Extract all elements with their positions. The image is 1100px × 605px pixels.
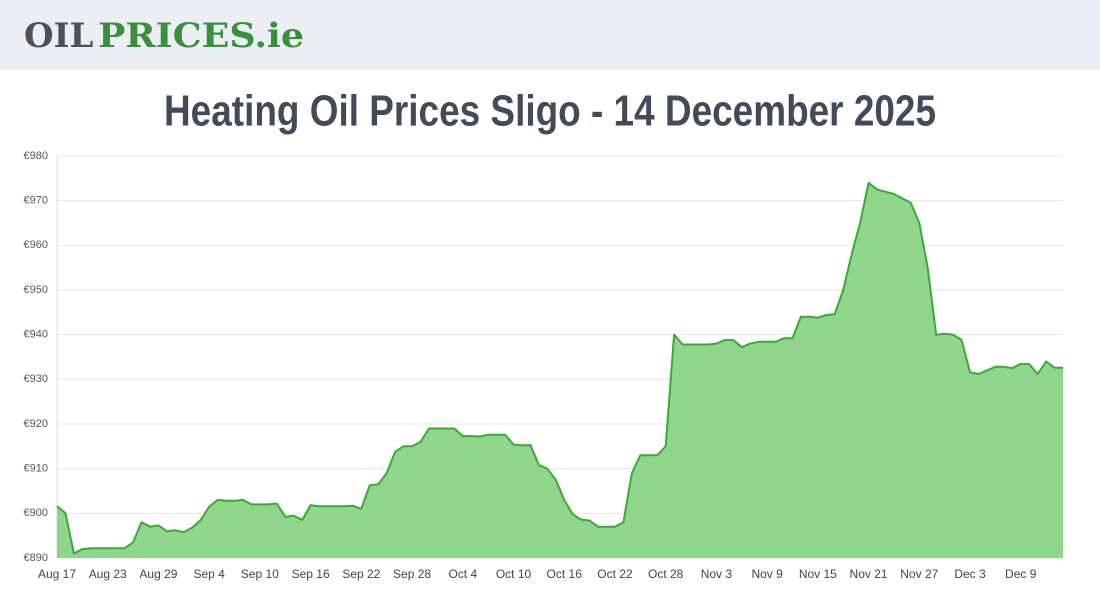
x-tick-label: Dec 3 [954, 567, 986, 581]
logo-part1[interactable]: OIL [24, 16, 94, 56]
x-tick-label: Oct 4 [448, 567, 477, 581]
x-tick-label: Sep 4 [193, 567, 225, 581]
x-tick-label: Aug 23 [89, 567, 127, 581]
y-tick-label: €900 [24, 507, 48, 519]
y-tick-label: €980 [24, 150, 48, 162]
x-tick-label: Dec 9 [1005, 567, 1037, 581]
x-tick-label: Nov 27 [900, 567, 938, 581]
y-tick-label: €950 [24, 284, 48, 296]
x-tick-label: Sep 22 [342, 567, 380, 581]
chart-title: Heating Oil Prices Sligo - 14 December 2… [164, 87, 936, 136]
x-tick-label: Oct 10 [496, 567, 532, 581]
y-tick-label: €970 [24, 195, 48, 207]
x-tick-label: Sep 16 [292, 567, 330, 581]
x-tick-label: Oct 22 [597, 567, 633, 581]
y-tick-label: €890 [24, 552, 48, 564]
y-tick-label: €940 [24, 329, 48, 341]
x-tick-label: Nov 21 [850, 567, 888, 581]
x-tick-label: Sep 10 [241, 567, 279, 581]
x-tick-label: Nov 9 [751, 567, 783, 581]
line [56, 181, 1063, 555]
y-tick-label: €960 [24, 239, 48, 251]
x-tick-label: Aug 17 [38, 567, 76, 581]
x-tick-label: Sep 28 [393, 567, 431, 581]
x-tick-label: Nov 3 [701, 567, 733, 581]
logo-part2[interactable]: PRICES.ie [98, 16, 304, 56]
x-tick-label: Oct 16 [547, 567, 583, 581]
x-tick-label: Oct 28 [648, 567, 684, 581]
y-tick-label: €920 [24, 418, 48, 430]
header [0, 0, 1100, 70]
y-tick-label: €930 [24, 373, 48, 385]
y-tick-label: €910 [24, 463, 48, 475]
x-tick-label: Nov 15 [799, 567, 837, 581]
x-tick-label: Aug 29 [139, 567, 177, 581]
area [57, 182, 1063, 559]
